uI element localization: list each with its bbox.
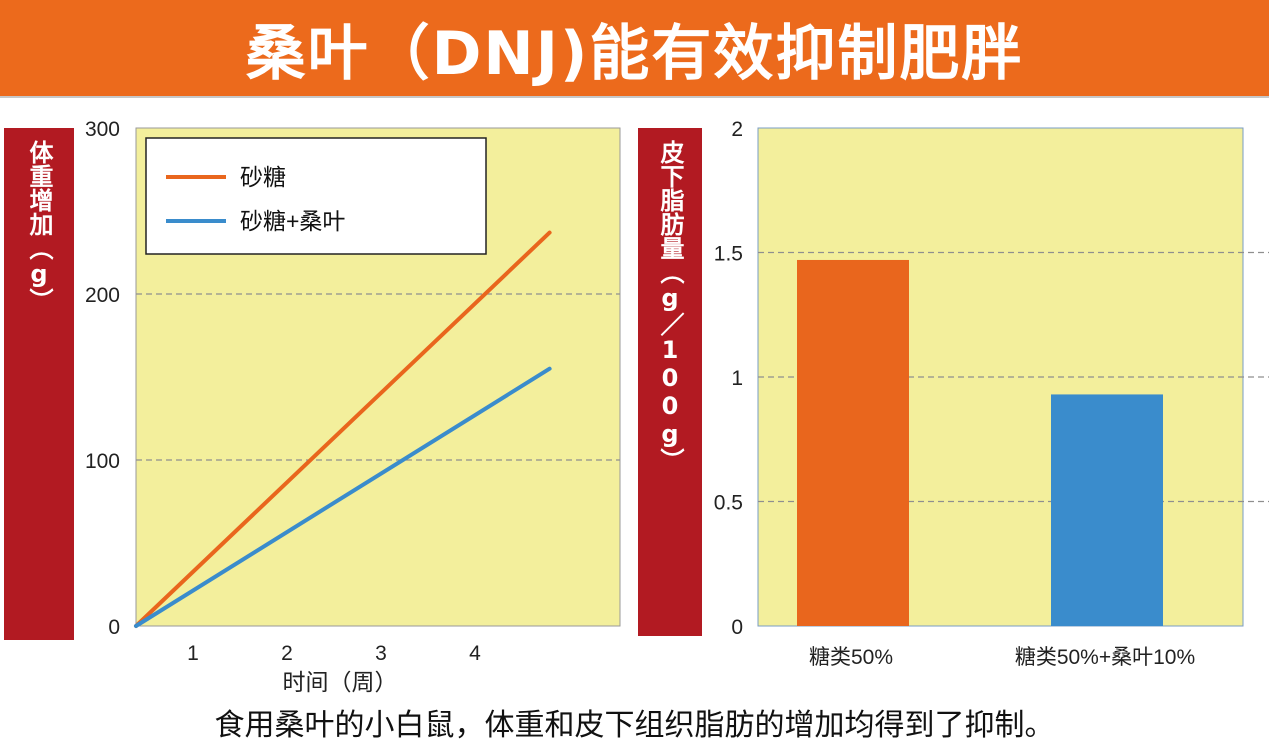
x-axis-label: 时间（周）: [283, 669, 398, 695]
y-tick-label: 0: [731, 616, 743, 639]
x-tick-label: 2: [281, 642, 293, 665]
y-tick-label: 0.5: [714, 492, 743, 515]
figure-caption: 食用桑叶的小白鼠，体重和皮下组织脂肪的增加均得到了抑制。: [214, 708, 1055, 743]
y-tick-label: 300: [85, 118, 120, 141]
page-title: 桑叶（DNJ)能有效抑制肥胖: [245, 18, 1024, 89]
x-category-label: 糖类50%+桑叶10%: [1015, 646, 1195, 669]
y-tick-label: 0: [108, 616, 120, 639]
title-bar: [0, 0, 1269, 98]
left-chart-ylabel: 体重增加（g）: [4, 128, 74, 640]
x-tick-label: 3: [375, 642, 387, 665]
y-tick-label: 2: [731, 118, 743, 141]
y-tick-label: 1: [731, 367, 743, 390]
x-tick-label: 4: [469, 642, 481, 665]
legend-box: [145, 137, 487, 255]
bar: [797, 259, 909, 626]
legend-label: 砂糖: [240, 164, 286, 190]
series-line: [134, 230, 552, 628]
right-chart-ylabel: 皮下脂肪量（g／100g）: [638, 128, 702, 636]
y-tick-label: 100: [85, 450, 120, 473]
x-category-label: 糖类50%: [809, 646, 893, 669]
bar-chart: 0 0.5 1 1.5 2 糖类50% 糖类50%+桑叶10%: [714, 118, 1269, 669]
legend-label: 砂糖+桑叶: [240, 208, 345, 234]
series-line: [134, 366, 552, 628]
bar: [1051, 394, 1163, 626]
y-tick-label: 1.5: [714, 243, 743, 266]
y-tick-label: 200: [85, 284, 120, 307]
x-tick-label: 1: [187, 642, 199, 665]
